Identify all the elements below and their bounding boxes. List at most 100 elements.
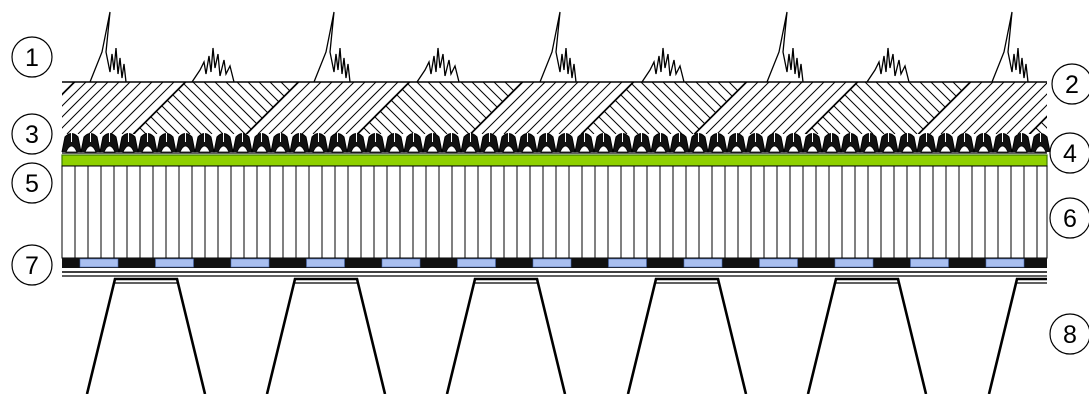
callout-1: 1 xyxy=(11,36,53,78)
drainage-cup xyxy=(312,145,325,153)
callout-8: 8 xyxy=(1049,313,1089,355)
drainage-cup xyxy=(844,145,857,153)
callout-4: 4 xyxy=(1049,132,1089,174)
drainage-cup xyxy=(502,145,515,153)
grass-tuft xyxy=(991,11,1029,83)
callout-6-label: 6 xyxy=(1063,205,1077,233)
drainage-cup xyxy=(654,145,667,153)
barrier-slot xyxy=(683,258,723,268)
drainage-cup xyxy=(350,145,363,153)
insulation-layer xyxy=(61,165,1048,259)
drainage-cup xyxy=(388,145,401,153)
drainage-cup xyxy=(673,145,686,153)
drainage-cup xyxy=(901,145,914,153)
drainage-cup xyxy=(540,145,553,153)
barrier-slot xyxy=(608,258,647,268)
drainage-cup xyxy=(825,145,838,153)
drainage-cup xyxy=(65,145,78,153)
drainage-cup xyxy=(369,145,382,153)
grass-tuft xyxy=(416,47,460,83)
callout-3-label: 3 xyxy=(25,121,39,149)
callout-7-label: 7 xyxy=(25,252,39,280)
drainage-cup xyxy=(464,145,477,153)
band-edge xyxy=(805,82,859,134)
band-edge xyxy=(133,82,187,134)
callout-3: 3 xyxy=(11,113,53,155)
band-edge xyxy=(357,82,411,134)
barrier-slot xyxy=(381,258,421,268)
drainage-cup xyxy=(977,145,990,153)
drainage-cup xyxy=(103,145,116,153)
grass-tuft xyxy=(89,11,127,83)
drainage-cup xyxy=(122,145,135,153)
drainage-cup xyxy=(559,145,572,153)
drainage-cup xyxy=(255,145,268,153)
barrier-slot xyxy=(306,258,345,268)
trapezoidal-deck xyxy=(85,277,1047,394)
drainage-cup xyxy=(141,145,154,153)
callout-8-label: 8 xyxy=(1063,321,1077,349)
grass-tuft xyxy=(766,11,804,83)
drainage-cup xyxy=(597,145,610,153)
drainage-cup xyxy=(1034,145,1047,153)
grass-tuft xyxy=(191,47,235,83)
grass-tuft xyxy=(866,47,910,83)
drainage-cup xyxy=(521,145,534,153)
barrier-slot xyxy=(910,258,949,268)
barrier-slot xyxy=(79,258,119,268)
barrier-slot xyxy=(532,258,572,268)
drainage-cup xyxy=(730,145,743,153)
drainage-cup xyxy=(692,145,705,153)
drainage-cup xyxy=(635,145,648,153)
callout-2-label: 2 xyxy=(1065,71,1079,99)
drainage-cup xyxy=(863,145,876,153)
drainage-element-layer xyxy=(61,133,1051,153)
callout-1-label: 1 xyxy=(25,44,39,72)
callout-7: 7 xyxy=(11,244,53,286)
drainage-cup xyxy=(236,145,249,153)
callout-5: 5 xyxy=(11,162,53,204)
substrate-layer xyxy=(62,81,1047,134)
drainage-cup xyxy=(84,145,97,153)
callout-6: 6 xyxy=(1049,197,1089,239)
barrier-slot xyxy=(457,258,496,268)
vegetation-layer xyxy=(89,11,1029,83)
drainage-cup xyxy=(1015,145,1028,153)
barrier-slot xyxy=(985,258,1025,268)
grass-tuft xyxy=(641,47,685,83)
drainage-cup xyxy=(179,145,192,153)
drainage-cup xyxy=(939,145,952,153)
drainage-cup xyxy=(749,145,762,153)
drainage-cup xyxy=(407,145,420,153)
drainage-cup xyxy=(958,145,971,153)
barrier-slot xyxy=(230,258,270,268)
grass-tuft xyxy=(539,11,577,83)
vapour-barrier-layer xyxy=(62,258,1047,277)
band-edge xyxy=(581,82,635,134)
drainage-cup xyxy=(274,145,287,153)
drainage-cup xyxy=(331,145,344,153)
band-edge xyxy=(245,82,299,134)
drainage-cup xyxy=(198,145,211,153)
drainage-cup xyxy=(293,145,306,153)
drainage-cup xyxy=(920,145,933,153)
drainage-cup xyxy=(483,145,496,153)
callout-4-label: 4 xyxy=(1063,140,1077,168)
barrier-slot xyxy=(759,258,798,268)
drainage-cup xyxy=(426,145,439,153)
callout-5-label: 5 xyxy=(25,170,39,198)
drainage-profile xyxy=(61,133,1051,153)
drainage-cup xyxy=(882,145,895,153)
barrier-slot xyxy=(155,258,194,268)
callout-2: 2 xyxy=(1051,63,1089,105)
drainage-cup xyxy=(787,145,800,153)
drainage-cup xyxy=(806,145,819,153)
drainage-cup xyxy=(996,145,1009,153)
filter-fleece-layer xyxy=(61,154,1048,167)
band-edge xyxy=(1029,116,1047,134)
drainage-cup xyxy=(616,145,629,153)
drainage-cup xyxy=(160,145,173,153)
drainage-cup xyxy=(768,145,781,153)
band-edge xyxy=(693,82,747,134)
